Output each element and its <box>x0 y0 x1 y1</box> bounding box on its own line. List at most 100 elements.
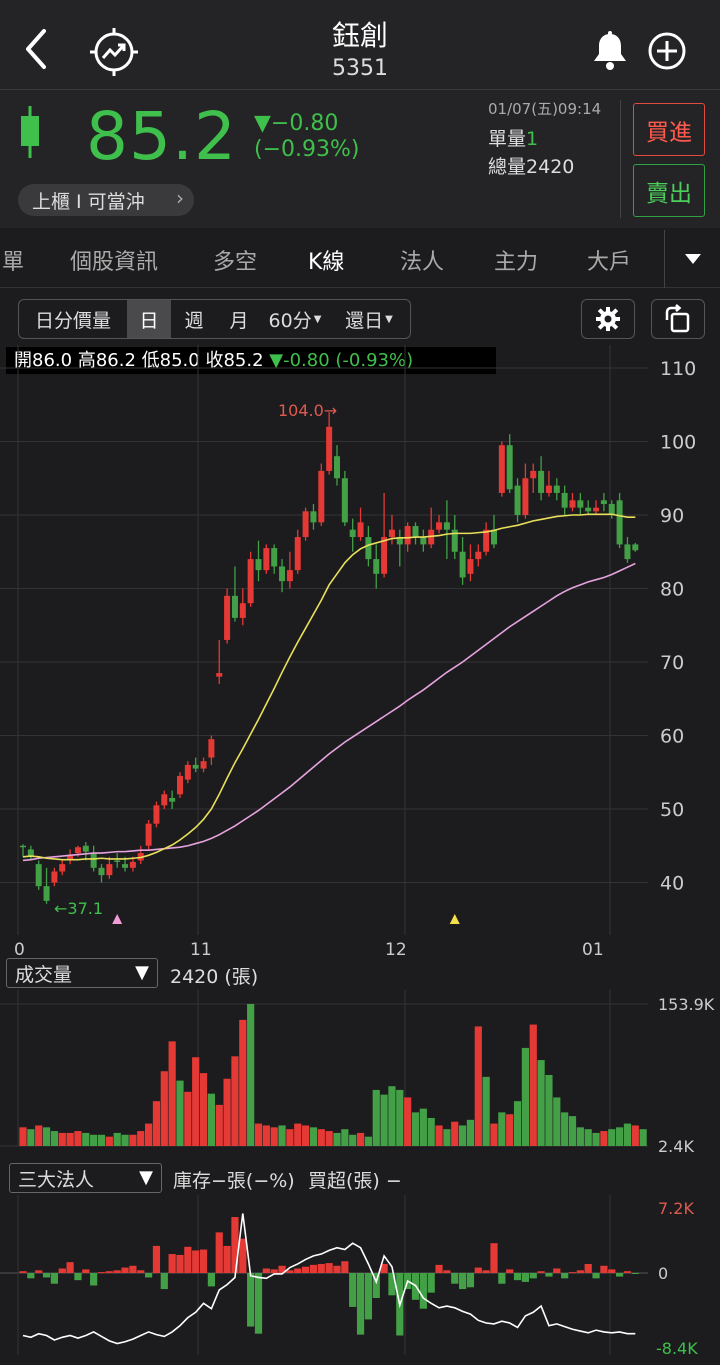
institution-bar <box>223 1245 231 1273</box>
candle-body <box>334 456 340 479</box>
volume-tick-label: 2.4K <box>658 1137 694 1156</box>
volume-bar <box>286 1129 294 1146</box>
institution-bar <box>137 1270 145 1273</box>
institution-bar <box>66 1262 74 1273</box>
chevron-right-icon: › <box>176 186 184 210</box>
y-tick-label: 90 <box>660 505 684 527</box>
volume-bar <box>443 1129 451 1146</box>
volume-bar <box>97 1134 106 1146</box>
volume-bar <box>411 1112 420 1146</box>
volume-bar <box>19 1127 27 1146</box>
institution-bar <box>207 1273 215 1287</box>
bell-icon[interactable] <box>588 28 632 74</box>
close-label: 收 <box>205 350 224 371</box>
candle-body <box>569 500 576 508</box>
tab-institutions[interactable]: 法人 <box>400 250 445 275</box>
market-badge[interactable]: 上櫃 I 可當沖 › <box>18 184 194 216</box>
institution-bar <box>325 1263 333 1273</box>
candle-body <box>459 551 466 578</box>
candle-body <box>616 500 623 545</box>
candle-body <box>443 522 450 530</box>
candle-body <box>600 500 607 504</box>
max-price-label: 104.0→ <box>278 401 337 420</box>
candle-body <box>326 426 333 471</box>
institution-bar <box>498 1273 506 1284</box>
candle-body <box>145 823 152 846</box>
institution-bar <box>435 1264 443 1273</box>
y-tick-label: 50 <box>660 799 684 821</box>
volume-bar <box>58 1132 66 1146</box>
low-value: 85.0 <box>159 350 200 371</box>
change-value: ▼−0.80 <box>254 111 339 136</box>
rotate-button[interactable] <box>651 299 705 339</box>
candle-body <box>349 529 356 538</box>
volume-bar <box>427 1117 435 1146</box>
period-week[interactable]: 週 <box>184 309 204 332</box>
institution-bar <box>372 1273 380 1298</box>
volume-bar <box>537 1060 545 1146</box>
sell-button[interactable]: 賣出 <box>633 164 705 217</box>
candle-body <box>608 503 615 515</box>
volume-bar <box>529 1024 537 1146</box>
restore-selector[interactable]: 還日 ▼ <box>329 300 409 338</box>
institution-bar <box>568 1272 577 1274</box>
tab-order[interactable]: 單 <box>2 250 25 275</box>
candle-body <box>545 485 552 493</box>
volume-value: 2420 (張) <box>170 966 259 988</box>
institution-bar <box>42 1273 51 1278</box>
candle-body <box>43 886 50 901</box>
candle-body <box>302 511 309 538</box>
institution-bar <box>270 1269 278 1273</box>
tab-more-button[interactable] <box>664 230 720 288</box>
low-label: 低 <box>141 350 160 371</box>
period-intraday[interactable]: 日分價量 <box>34 309 111 332</box>
institution-bar <box>19 1271 27 1273</box>
trend-target-icon[interactable] <box>86 24 142 80</box>
volume-bar <box>309 1127 318 1146</box>
tab-long-short[interactable]: 多空 <box>213 250 258 275</box>
institution-bar <box>608 1269 616 1273</box>
institution-bar <box>474 1267 482 1273</box>
candle-body <box>59 864 66 872</box>
candle-body <box>224 595 231 640</box>
volume-bar <box>278 1125 286 1146</box>
volume-bar <box>451 1121 459 1146</box>
institution-bar <box>451 1273 459 1284</box>
candle-body <box>561 492 568 508</box>
volume-bar <box>247 1004 255 1146</box>
candle-body <box>436 522 443 530</box>
volume-bar <box>160 1071 168 1146</box>
tab-stock-info[interactable]: 個股資訊 <box>70 250 159 275</box>
period-day[interactable]: 日 <box>127 300 171 338</box>
candle-body <box>530 470 537 479</box>
institution-bar <box>199 1249 208 1273</box>
settings-button[interactable] <box>581 299 635 339</box>
volume-bar <box>168 1041 176 1146</box>
volume-bar <box>223 1078 231 1146</box>
buy-button[interactable]: 買進 <box>633 103 705 156</box>
institution-bar <box>58 1268 66 1273</box>
add-icon[interactable] <box>644 28 690 74</box>
volume-selector[interactable]: 成交量 ▼ <box>6 958 158 988</box>
candle-body <box>294 537 301 571</box>
price-change: ▼−0.80 (−0.93%) <box>254 111 360 163</box>
candle-body <box>169 797 176 802</box>
volume-bar <box>356 1132 365 1146</box>
y-tick-label: 100 <box>660 432 696 454</box>
candle-body <box>593 507 600 512</box>
tab-main-force[interactable]: 主力 <box>494 250 539 275</box>
volume-bar <box>466 1119 475 1146</box>
ma-short-line <box>22 513 636 861</box>
volume-bar <box>215 1104 223 1146</box>
candle-body <box>538 470 545 493</box>
period-month[interactable]: 月 <box>229 309 249 332</box>
candle-body <box>624 544 631 560</box>
candle-body <box>35 864 42 887</box>
institution-bar <box>427 1273 435 1293</box>
period-60min[interactable]: 60分 ▼ <box>261 300 329 338</box>
back-icon[interactable] <box>16 24 56 74</box>
institution-selector[interactable]: 三大法人 ▼ <box>9 1163 162 1193</box>
tab-big-holders[interactable]: 大戶 <box>587 250 632 275</box>
tab-k-line[interactable]: K線 <box>308 250 345 275</box>
